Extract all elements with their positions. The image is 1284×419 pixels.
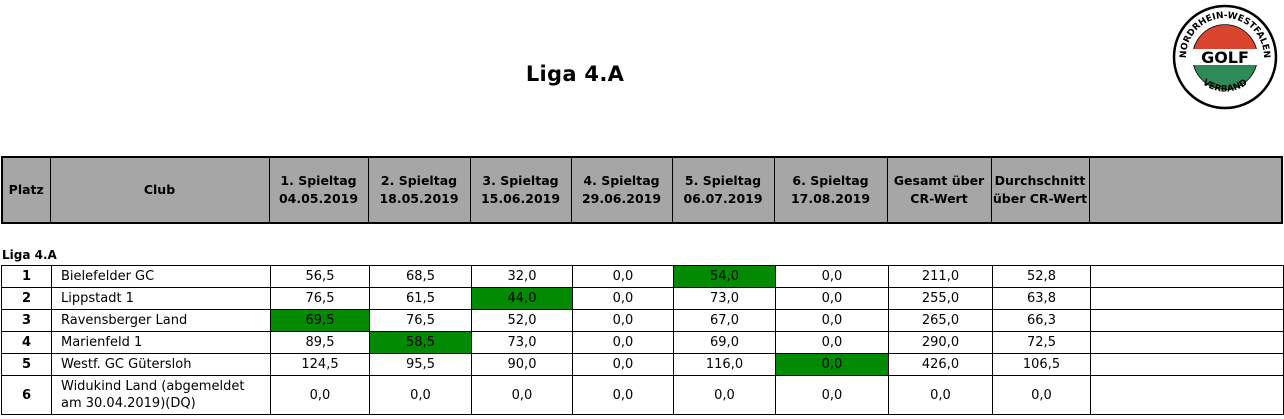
- durchschnitt-cell: 0,0: [992, 375, 1091, 415]
- durchschnitt-cell: 63,8: [992, 287, 1091, 310]
- header-spieltag-6: 6. Spieltag 17.08.2019: [773, 156, 888, 224]
- table-row: 5 Westf. GC Gütersloh 124,5 95,5 90,0 0,0 116,…: [1, 353, 1284, 376]
- platz-cell: 2: [1, 287, 52, 310]
- score-spieltag-2: 58,5: [369, 331, 472, 354]
- club-cell: Ravensberger Land: [51, 309, 271, 332]
- score-spieltag-3: 44,0: [471, 287, 573, 310]
- score-spieltag-4: 0,0: [572, 331, 674, 354]
- score-spieltag-1: 56,5: [270, 265, 370, 288]
- golf-verband-logo: GOLF NORDRHEIN-WESTFALEN VERBAND: [1172, 4, 1278, 110]
- score-spieltag-5: 69,0: [673, 331, 776, 354]
- platz-cell: 3: [1, 309, 52, 332]
- club-cell: Bielefelder GC: [51, 265, 271, 288]
- score-spieltag-6: 0,0: [775, 331, 889, 354]
- club-cell: Lippstadt 1: [51, 287, 271, 310]
- page-title: Liga 4.A: [525, 62, 625, 86]
- gesamt-cell: 0,0: [888, 375, 993, 415]
- platz-cell: 1: [1, 265, 52, 288]
- score-spieltag-3: 73,0: [471, 331, 573, 354]
- platz-cell: 6: [1, 375, 52, 415]
- group-label: Liga 4.A: [2, 248, 57, 262]
- score-spieltag-5: 54,0: [673, 265, 776, 288]
- empty-cell: [1090, 309, 1284, 332]
- score-spieltag-3: 0,0: [471, 375, 573, 415]
- score-spieltag-1: 0,0: [270, 375, 370, 415]
- score-spieltag-4: 0,0: [572, 265, 674, 288]
- header-spieltag-2: 2. Spieltag 18.05.2019: [367, 156, 471, 224]
- club-cell: Widukind Land (abgemeldet am 30.04.2019)(…: [51, 375, 271, 415]
- header-gesamt: Gesamt über CR-Wert: [886, 156, 992, 224]
- score-spieltag-3: 32,0: [471, 265, 573, 288]
- gesamt-cell: 211,0: [888, 265, 993, 288]
- table-row: 6 Widukind Land (abgemeldet am 30.04.2019)…: [1, 375, 1284, 415]
- empty-cell: [1090, 353, 1284, 376]
- durchschnitt-cell: 52,8: [992, 265, 1091, 288]
- table-row: 4 Marienfeld 1 89,5 58,5 73,0 0,0 69,0 0,0 290,0…: [1, 331, 1284, 354]
- table-row: 1 Bielefelder GC 56,5 68,5 32,0 0,0 54,0 0,0 211…: [1, 265, 1284, 288]
- platz-cell: 4: [1, 331, 52, 354]
- score-spieltag-1: 124,5: [270, 353, 370, 376]
- score-spieltag-4: 0,0: [572, 353, 674, 376]
- empty-cell: [1090, 265, 1284, 288]
- score-spieltag-4: 0,0: [572, 309, 674, 332]
- score-spieltag-3: 52,0: [471, 309, 573, 332]
- club-cell: Westf. GC Gütersloh: [51, 353, 271, 376]
- score-spieltag-5: 73,0: [673, 287, 776, 310]
- header-empty: [1088, 156, 1283, 224]
- score-spieltag-5: 0,0: [673, 375, 776, 415]
- score-spieltag-1: 89,5: [270, 331, 370, 354]
- header-spieltag-1: 1. Spieltag 04.05.2019: [268, 156, 369, 224]
- header-spieltag-4: 4. Spieltag 29.06.2019: [570, 156, 673, 224]
- empty-cell: [1090, 331, 1284, 354]
- gesamt-cell: 290,0: [888, 331, 993, 354]
- header-platz: Platz: [1, 156, 51, 224]
- score-spieltag-1: 76,5: [270, 287, 370, 310]
- durchschnitt-cell: 66,3: [992, 309, 1091, 332]
- header-durchschnitt: Durchschnitt über CR-Wert: [990, 156, 1090, 224]
- score-spieltag-2: 0,0: [369, 375, 472, 415]
- score-spieltag-5: 116,0: [673, 353, 776, 376]
- durchschnitt-cell: 106,5: [992, 353, 1091, 376]
- score-spieltag-2: 68,5: [369, 265, 472, 288]
- svg-text:GOLF: GOLF: [1201, 48, 1249, 67]
- header-club: Club: [49, 156, 270, 224]
- results-table-header: Platz Club 1. Spieltag 04.05.2019 2. Spie…: [1, 156, 1283, 224]
- gesamt-cell: 426,0: [888, 353, 993, 376]
- svg-text:VERBAND: VERBAND: [1201, 78, 1250, 95]
- gesamt-cell: 265,0: [888, 309, 993, 332]
- score-spieltag-3: 90,0: [471, 353, 573, 376]
- score-spieltag-1: 69,5: [270, 309, 370, 332]
- empty-cell: [1090, 375, 1284, 415]
- header-spieltag-5: 5. Spieltag 06.07.2019: [671, 156, 775, 224]
- score-spieltag-6: 0,0: [775, 353, 889, 376]
- table-row: 2 Lippstadt 1 76,5 61,5 44,0 0,0 73,0 0,0 255,0 6…: [1, 287, 1284, 310]
- score-spieltag-5: 67,0: [673, 309, 776, 332]
- club-cell: Marienfeld 1: [51, 331, 271, 354]
- score-spieltag-6: 0,0: [775, 287, 889, 310]
- score-spieltag-2: 76,5: [369, 309, 472, 332]
- score-spieltag-2: 95,5: [369, 353, 472, 376]
- gesamt-cell: 255,0: [888, 287, 993, 310]
- score-spieltag-6: 0,0: [775, 375, 889, 415]
- score-spieltag-2: 61,5: [369, 287, 472, 310]
- table-row: 3 Ravensberger Land 69,5 76,5 52,0 0,0 67,0 0,0…: [1, 309, 1284, 332]
- score-spieltag-6: 0,0: [775, 265, 889, 288]
- score-spieltag-4: 0,0: [572, 375, 674, 415]
- results-table-body: 1 Bielefelder GC 56,5 68,5 32,0 0,0 54,0 0,0 211…: [1, 265, 1284, 415]
- platz-cell: 5: [1, 353, 52, 376]
- empty-cell: [1090, 287, 1284, 310]
- score-spieltag-4: 0,0: [572, 287, 674, 310]
- score-spieltag-6: 0,0: [775, 309, 889, 332]
- header-spieltag-3: 3. Spieltag 15.06.2019: [469, 156, 572, 224]
- durchschnitt-cell: 72,5: [992, 331, 1091, 354]
